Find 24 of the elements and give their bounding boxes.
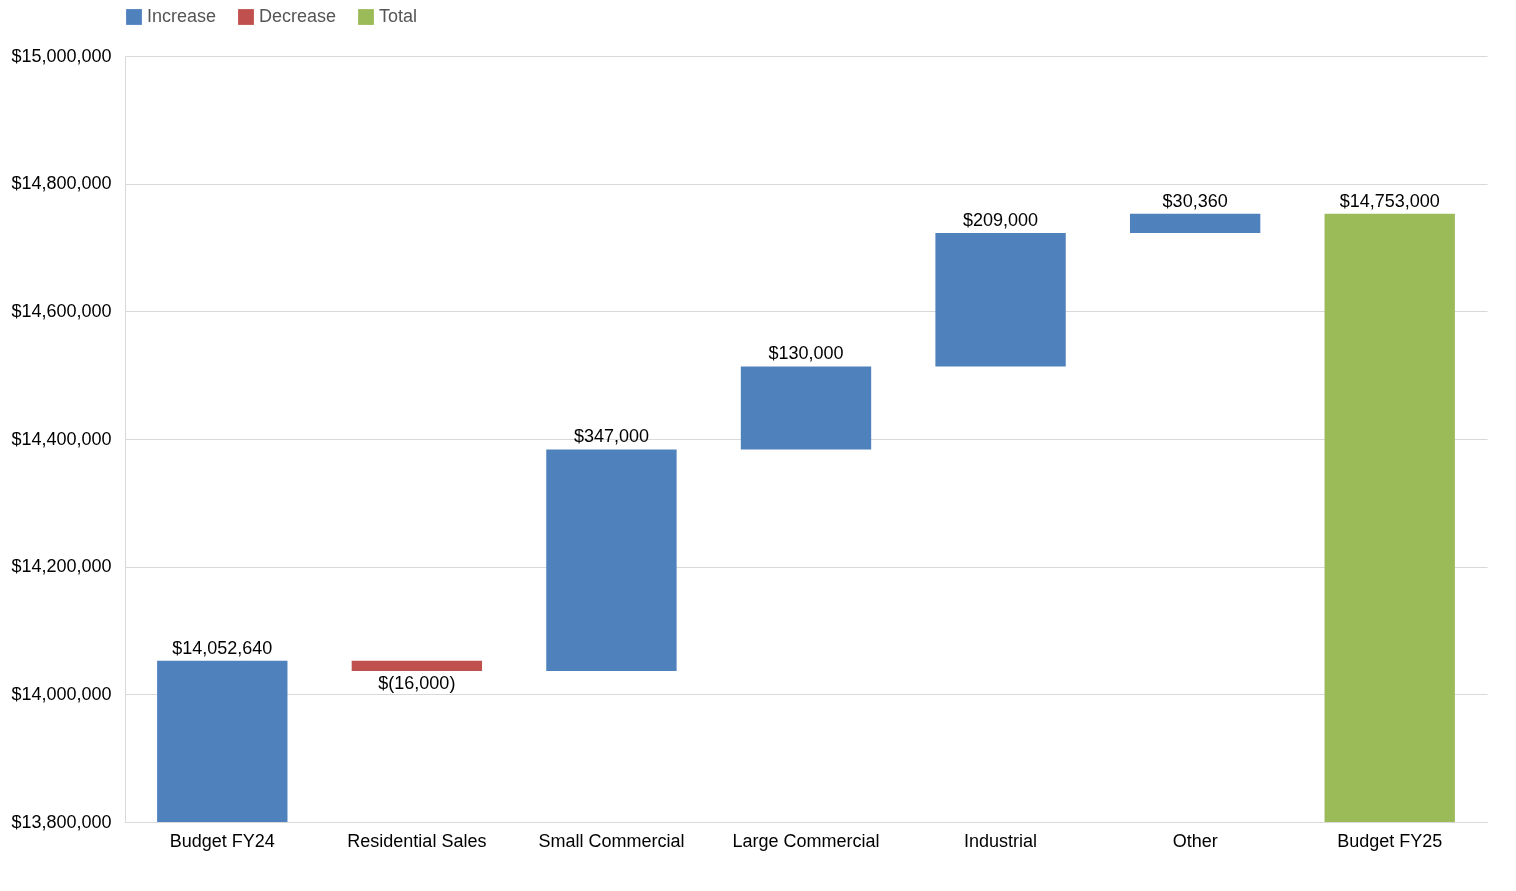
data-label: $347,000 bbox=[573, 426, 649, 447]
x-tick-label: Budget FY24 bbox=[169, 830, 275, 851]
legend-label: Increase bbox=[147, 6, 217, 26]
y-tick-label: $14,400,000 bbox=[11, 428, 112, 449]
data-label: $(16,000) bbox=[378, 672, 456, 693]
y-tick-label: $13,800,000 bbox=[11, 811, 112, 832]
y-tick-label: $14,200,000 bbox=[11, 556, 112, 577]
x-tick-label: Other bbox=[1172, 830, 1218, 851]
legend-label: Total bbox=[379, 6, 418, 26]
data-label: $209,000 bbox=[963, 210, 1039, 231]
legend-label: Decrease bbox=[259, 6, 337, 26]
data-label: $130,000 bbox=[768, 343, 844, 364]
y-tick-label: $14,000,000 bbox=[11, 683, 112, 704]
x-tick-label: Small Commercial bbox=[538, 830, 685, 851]
x-tick-label: Budget FY25 bbox=[1337, 830, 1443, 851]
y-tick-label: $15,000,000 bbox=[11, 45, 112, 66]
x-tick-label: Industrial bbox=[964, 830, 1038, 851]
x-tick-label: Large Commercial bbox=[732, 830, 880, 851]
data-label: $14,753,000 bbox=[1339, 190, 1440, 211]
x-tick-label: Residential Sales bbox=[347, 830, 487, 851]
data-label: $30,360 bbox=[1162, 190, 1228, 211]
data-label: $14,052,640 bbox=[172, 637, 273, 658]
y-tick-label: $14,800,000 bbox=[11, 173, 112, 194]
y-tick-label: $14,600,000 bbox=[11, 300, 112, 321]
